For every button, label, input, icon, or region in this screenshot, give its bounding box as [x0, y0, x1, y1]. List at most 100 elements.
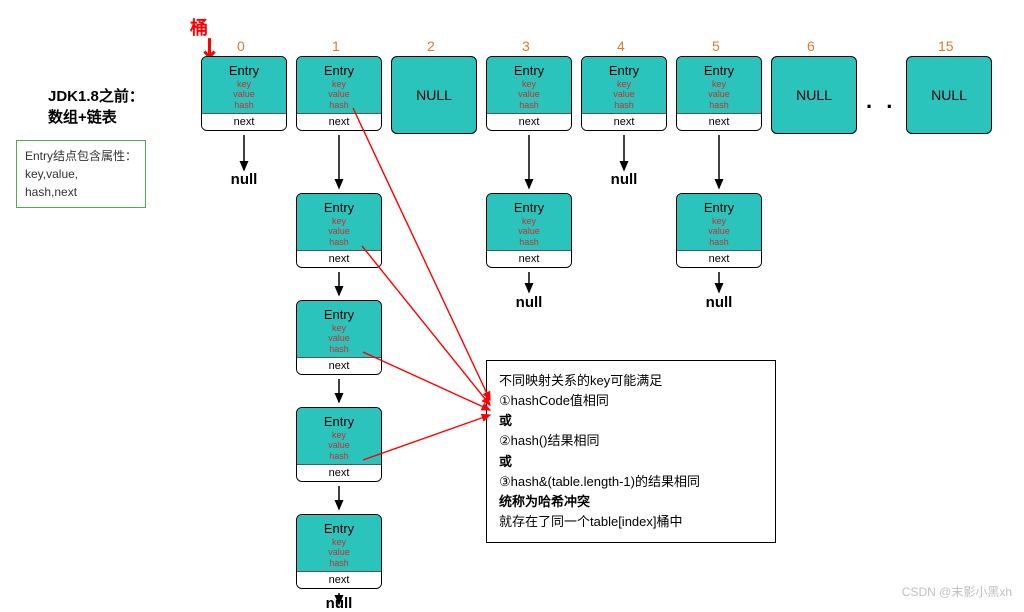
entry-f3: hash	[487, 237, 571, 247]
null-label: NULL	[796, 87, 832, 103]
null-end-1: null	[296, 595, 382, 612]
entry-next: next	[297, 357, 381, 374]
entry-f2: value	[487, 226, 571, 236]
entry-next: next	[297, 250, 381, 267]
entry-next: next	[487, 113, 571, 130]
entry-next: next	[582, 113, 666, 130]
entry-f2: value	[487, 89, 571, 99]
entry-title: Entry	[202, 63, 286, 78]
null-end-4: null	[581, 171, 667, 188]
entry-f1: key	[297, 323, 381, 333]
bucket-3: Entry key value hash next	[486, 56, 572, 131]
idx-4: 4	[617, 38, 625, 54]
entry-f3: hash	[297, 344, 381, 354]
entry-next: next	[297, 464, 381, 481]
entry-f2: value	[297, 89, 381, 99]
hash-collision-box: 不同映射关系的key可能满足 ①hashCode值相同 或 ②hash()结果相…	[486, 360, 776, 543]
note-l1: Entry结点包含属性：	[25, 147, 137, 165]
chain1-node4: Entrykeyvaluehash next	[296, 407, 382, 482]
entry-f3: hash	[582, 100, 666, 110]
chain1-node2: Entrykeyvaluehash next	[296, 193, 382, 268]
entry-f1: key	[297, 430, 381, 440]
entry-f1: key	[677, 79, 761, 89]
entry-next: next	[202, 113, 286, 130]
idx-1: 1	[332, 38, 340, 54]
entry-f2: value	[297, 333, 381, 343]
idx-2: 2	[427, 38, 435, 54]
exp-l8: 就存在了同一个table[index]桶中	[499, 512, 763, 532]
exp-l1: 不同映射关系的key可能满足	[499, 371, 763, 391]
chain1-node3: Entrykeyvaluehash next	[296, 300, 382, 375]
entry-title: Entry	[487, 200, 571, 215]
entry-f1: key	[487, 79, 571, 89]
entry-f2: value	[297, 440, 381, 450]
entry-f1: key	[297, 216, 381, 226]
bucket-1: Entry key value hash next	[296, 56, 382, 131]
note-l3: hash,next	[25, 183, 137, 201]
exp-l3: 或	[499, 411, 763, 431]
entry-title: Entry	[297, 307, 381, 322]
entry-f3: hash	[677, 237, 761, 247]
bucket-15-null: NULL	[906, 56, 992, 134]
null-end-0: null	[201, 171, 287, 188]
chain1-node5: Entrykeyvaluehash next	[296, 514, 382, 589]
idx-0: 0	[237, 38, 245, 54]
entry-title: Entry	[582, 63, 666, 78]
note-l2: key,value,	[25, 165, 137, 183]
null-end-3: null	[486, 294, 572, 311]
bucket-4: Entry key value hash next	[581, 56, 667, 131]
entry-f2: value	[677, 226, 761, 236]
null-label: NULL	[931, 87, 967, 103]
idx-3: 3	[522, 38, 530, 54]
entry-f2: value	[297, 547, 381, 557]
idx-5: 5	[712, 38, 720, 54]
entry-title: Entry	[297, 200, 381, 215]
null-label: NULL	[416, 87, 452, 103]
entry-title: Entry	[297, 521, 381, 536]
chain3-node2: Entrykeyvaluehash next	[486, 193, 572, 268]
entry-title: Entry	[297, 414, 381, 429]
watermark: CSDN @末影小黑xh	[902, 583, 1012, 600]
entry-title: Entry	[677, 63, 761, 78]
entry-next: next	[297, 571, 381, 588]
entry-f2: value	[297, 226, 381, 236]
entry-f3: hash	[487, 100, 571, 110]
entry-f1: key	[297, 537, 381, 547]
idx-15: 15	[938, 38, 954, 54]
entry-next: next	[297, 113, 381, 130]
exp-l4: ②hash()结果相同	[499, 431, 763, 451]
entry-f1: key	[202, 79, 286, 89]
entry-f3: hash	[202, 100, 286, 110]
entry-f2: value	[582, 89, 666, 99]
entry-f3: hash	[677, 100, 761, 110]
entry-f1: key	[582, 79, 666, 89]
chain5-node2: Entrykeyvaluehash next	[676, 193, 762, 268]
bucket-6-null: NULL	[771, 56, 857, 134]
entry-f3: hash	[297, 451, 381, 461]
entry-f1: key	[487, 216, 571, 226]
heading: JDK1.8之前： 数组+链表	[48, 86, 144, 128]
idx-6: 6	[807, 38, 815, 54]
exp-l6: ③hash&(table.length-1)的结果相同	[499, 472, 763, 492]
entry-title: Entry	[487, 63, 571, 78]
entry-f3: hash	[297, 558, 381, 568]
exp-l5: 或	[499, 452, 763, 472]
entry-f2: value	[677, 89, 761, 99]
entry-next: next	[677, 113, 761, 130]
entry-f2: value	[202, 89, 286, 99]
heading-line2: 数组+链表	[48, 107, 144, 128]
entry-next: next	[677, 250, 761, 267]
entry-f3: hash	[297, 100, 381, 110]
entry-f1: key	[677, 216, 761, 226]
bucket-0: Entry key value hash next	[201, 56, 287, 131]
entry-title: Entry	[677, 200, 761, 215]
bucket-2-null: NULL	[391, 56, 477, 134]
bucket-5: Entry key value hash next	[676, 56, 762, 131]
entry-f3: hash	[297, 237, 381, 247]
entry-title: Entry	[297, 63, 381, 78]
exp-l7: 统称为哈希冲突	[499, 492, 763, 512]
entry-f1: key	[297, 79, 381, 89]
exp-l2: ①hashCode值相同	[499, 391, 763, 411]
null-end-5: null	[676, 294, 762, 311]
entry-next: next	[487, 250, 571, 267]
